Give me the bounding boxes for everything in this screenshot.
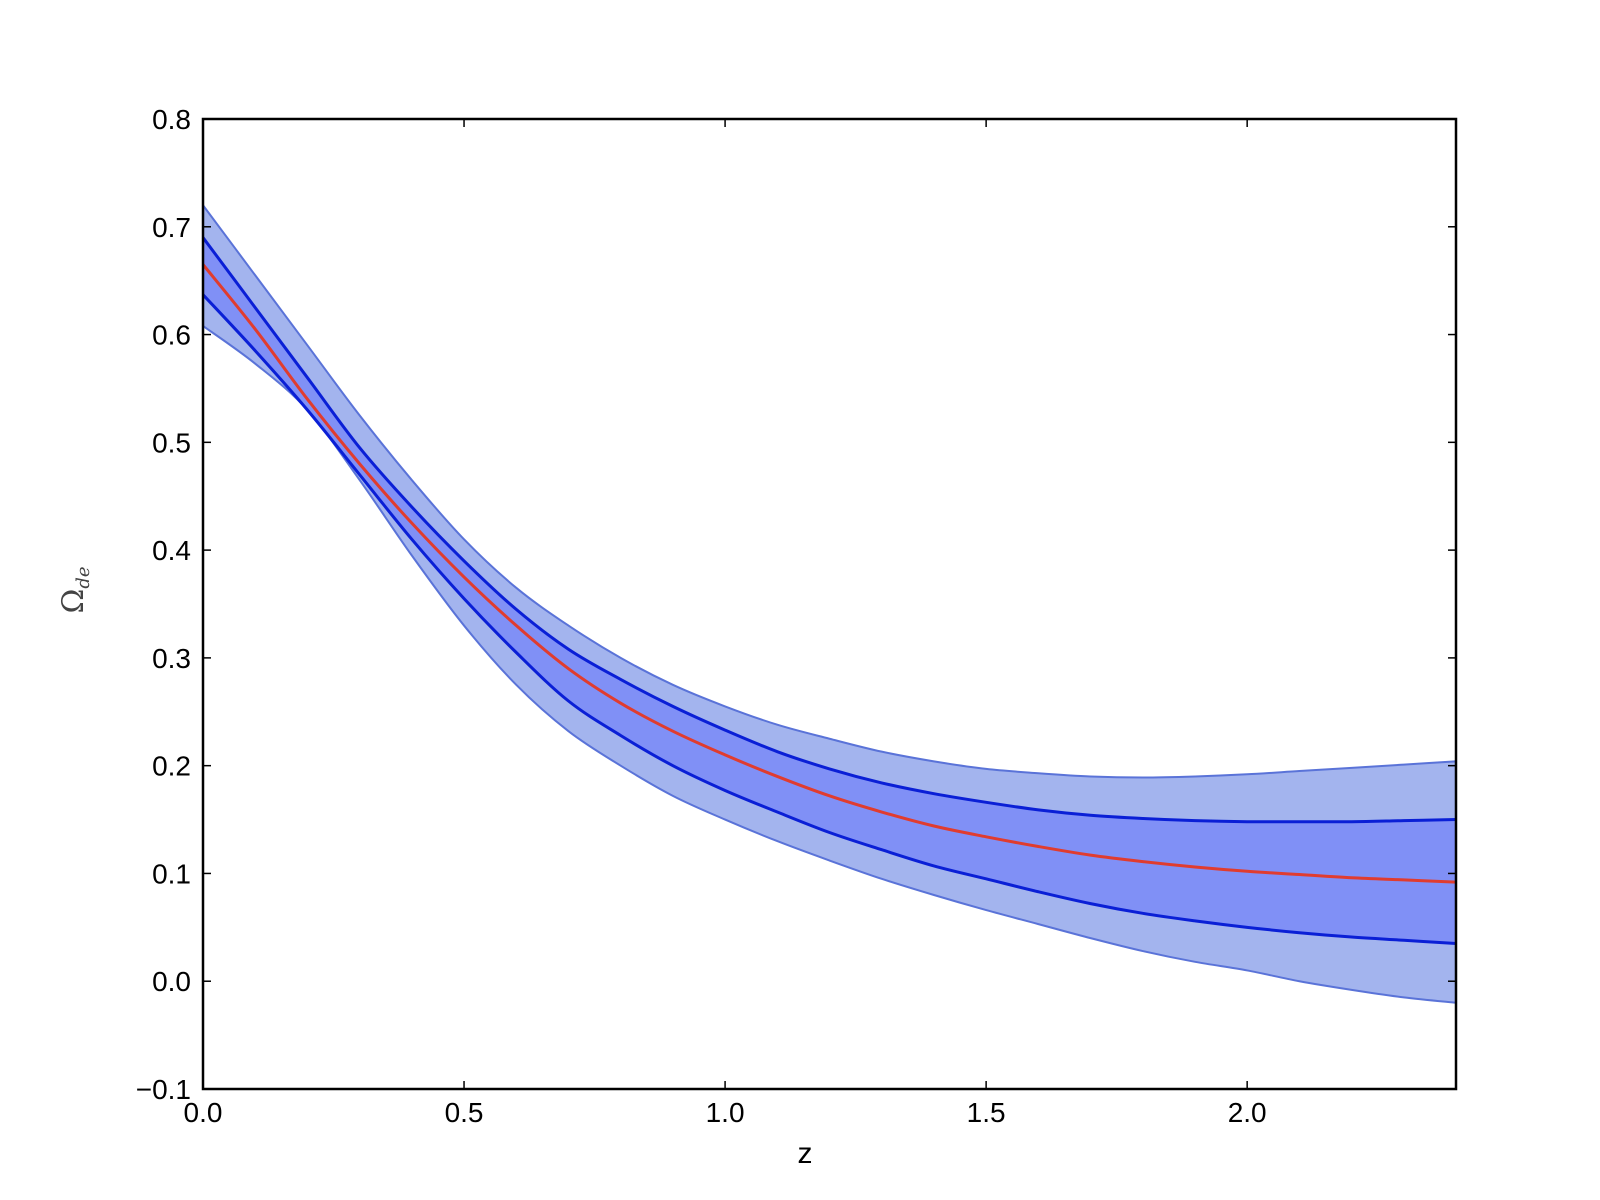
x-tick-labels: 0.0 0.5 1.0 1.5 2.0: [184, 1097, 1267, 1128]
svg-text:Ωde: Ωde: [56, 566, 94, 613]
y-tick-label: 0.6: [152, 320, 191, 351]
confidence-bands: [202, 202, 1457, 1004]
y-tick-label: −0.1: [136, 1074, 191, 1105]
x-tick-label: 1.0: [706, 1097, 745, 1128]
y-tick-label: 0.8: [152, 104, 191, 135]
y-tick-label: 0.2: [152, 751, 191, 782]
x-tick-label: 0.0: [184, 1097, 223, 1128]
x-tick-label: 2.0: [1228, 1097, 1267, 1128]
y-tick-labels: −0.1 0.0 0.1 0.2 0.3 0.4 0.5 0.6 0.7 0.8: [136, 104, 191, 1105]
x-axis-label: z: [798, 1137, 813, 1170]
x-tick-label: 1.5: [967, 1097, 1006, 1128]
y-tick-label: 0.5: [152, 427, 191, 458]
plot-frame: [201, 117, 1458, 1091]
y-tick-label: 0.4: [152, 535, 191, 566]
inner-band-lower-line: [201, 293, 1457, 945]
y-tick-label: 0.0: [152, 966, 191, 997]
axis-ticks: [202, 118, 1456, 1090]
y-tick-label: 0.1: [152, 858, 191, 889]
x-tick-label: 0.5: [445, 1097, 484, 1128]
inner-confidence-band: [203, 237, 1456, 944]
y-tick-label: 0.7: [152, 212, 191, 243]
y-axis-label-symbol: Ω: [56, 589, 91, 614]
y-axis-label-subscript: de: [73, 566, 94, 588]
y-axis-label: Ωde: [56, 566, 94, 613]
median-line: [201, 263, 1457, 884]
y-tick-label: 0.3: [152, 643, 191, 674]
inner-band-upper-line: [201, 236, 1457, 824]
